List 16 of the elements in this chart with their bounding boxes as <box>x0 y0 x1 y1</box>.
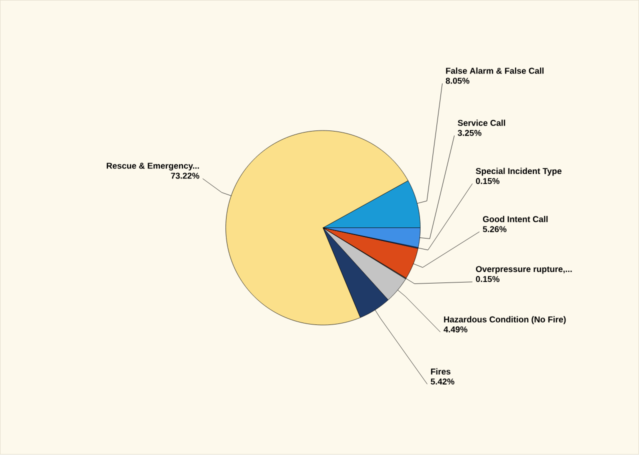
slice-label: Fires <box>431 368 450 375</box>
data-label: 73.22% <box>171 172 200 179</box>
slice-label: Rescue & Emergency... <box>106 163 199 171</box>
data-label: 8.05% <box>446 78 470 84</box>
data-label: 5.42% <box>430 378 454 385</box>
data-label: 0.15% <box>476 276 500 282</box>
slice-label: Overpressure rupture,... <box>476 266 572 274</box>
data-label: 0.15% <box>476 178 500 184</box>
slice-label: False Alarm & False Call <box>446 68 544 74</box>
data-label: 5.26% <box>482 226 506 232</box>
slice-label: Special Incident Type <box>476 168 562 176</box>
slice-label: Good Intent Call <box>482 216 548 222</box>
slice-label: Service Call <box>458 120 506 126</box>
data-label: 3.25% <box>458 130 482 136</box>
slice-label: Hazardous Condition (No Fire) <box>444 316 566 324</box>
data-label: 4.49% <box>444 326 468 333</box>
